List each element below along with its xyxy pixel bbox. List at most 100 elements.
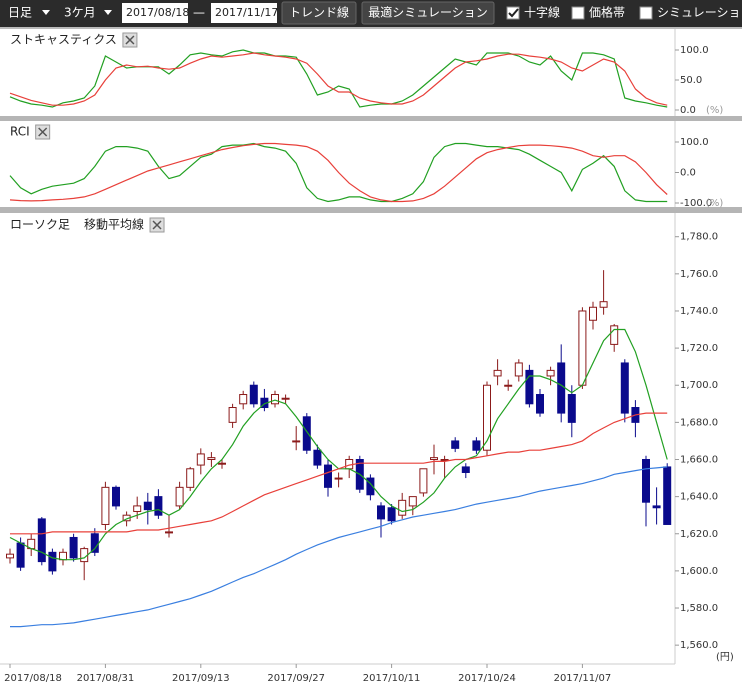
unit-label: (%) [706,198,723,209]
candle-body [16,542,25,568]
candle-body [546,369,555,377]
candle-body [578,310,587,386]
start-date: 2017/08/18 [126,6,189,19]
x-tick-label: 2017/10/24 [458,673,516,684]
candle-body [398,499,407,516]
candle-body [377,505,385,520]
y-tick-label: -100.0 [680,198,712,209]
y-tick-label: 1,640.0 [680,492,718,503]
candle-body [557,362,566,414]
x-tick-label: 2017/10/11 [363,673,421,684]
candle-body [652,505,661,509]
y-tick-label: 1,720.0 [680,343,718,354]
candle-body [239,394,248,405]
candle-body [472,440,481,451]
candle-body [504,384,513,387]
candle-body [525,369,534,405]
candle-body [218,462,226,465]
simulation-button[interactable] [361,1,495,25]
trend-button-label: トレンド線 [289,5,349,20]
y-tick-label: 1,560.0 [680,640,718,651]
y-tick-label: 1,680.0 [680,417,718,428]
candle-body [387,507,396,522]
unit-label: (円) [716,652,734,663]
panel-separator [0,116,742,121]
x-tick-label: 2017/08/18 [4,673,62,684]
candle-body [408,496,417,507]
indicator-line [10,412,668,535]
checkbox-label: 価格帯 [589,5,625,20]
close-icon [125,35,135,45]
candle-body [186,468,195,488]
period-dropdown[interactable]: 日足 [8,6,32,20]
y-tick-label: 1,620.0 [680,529,718,540]
candle-body [324,464,332,488]
y-tick-label: 1,740.0 [680,306,718,317]
candle-body [302,416,311,451]
indicator-line [9,142,668,203]
candle-body [165,531,173,534]
start-date-input[interactable] [122,3,188,23]
candle-body [663,466,672,525]
y-tick-label: 1,760.0 [680,269,718,280]
y-tick-label: 0.0 [680,105,696,116]
candle-body [59,551,67,561]
candle-body [271,394,279,405]
candle-body [599,301,608,308]
candle-body [514,362,523,377]
candle-body [440,458,449,461]
checkmark [508,8,519,18]
panel-title: RCI [10,125,30,139]
candle-body [334,477,343,480]
y-tick-label: 1,600.0 [680,566,718,577]
checkbox[interactable] [571,6,585,20]
y-tick-label: 100.0 [680,45,709,56]
date-separator: — [193,6,205,20]
toolbar-items: 日足 3ケ月 2017/08/18 — 2017/11/17 トレンド線 最適シ… [8,1,495,25]
indicator-line [9,52,668,106]
candle-body [483,384,491,451]
dropdown-arrow [104,10,112,15]
range-dropdown[interactable]: 3ケ月 [64,6,96,20]
candle-body [228,407,237,423]
candle-body [37,518,46,563]
simulation-button-label: 最適シミュレーション [368,5,488,20]
y-tick-label: 1,780.0 [680,232,718,243]
candle-body [133,505,142,512]
unit-label: (%) [706,105,723,116]
x-tick-label: 2017/08/31 [77,673,135,684]
candle-body [313,449,322,466]
indicator-line [9,49,668,108]
dropdown-arrow [42,10,50,15]
candle-body [642,458,650,503]
candle-body [567,394,576,423]
trend-button[interactable] [281,1,357,25]
candle-body [366,477,375,496]
candle-body [493,369,502,377]
candle-body [196,453,205,466]
y-tick-label: 1,580.0 [680,603,718,614]
checkbox-label: シミュレーション [657,6,742,20]
candle-body [249,384,258,405]
end-date: 2017/11/17 [215,6,278,19]
candle-body [419,468,428,494]
candle-body [610,325,619,345]
indicator-line [9,142,668,203]
candle-body [430,457,438,460]
candle-body [281,397,290,400]
checkbox[interactable] [639,6,653,20]
candle-body [175,486,184,507]
candle-body [154,496,163,516]
panel-title: ローソク足 [10,218,70,232]
end-date-input[interactable] [211,3,277,23]
candle-body [6,553,14,559]
candle-body [536,394,544,414]
close-icon [152,220,162,230]
candle-body [112,486,120,507]
candle-body [143,501,152,511]
indicator-line [10,466,668,628]
candle-body [620,362,629,414]
x-tick-label: 2017/09/13 [172,673,230,684]
